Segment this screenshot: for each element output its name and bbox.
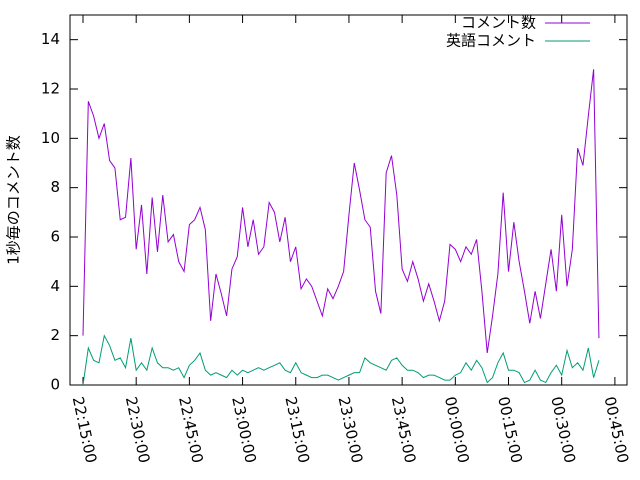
y-tick-label: 2 bbox=[50, 326, 60, 344]
y-tick-label: 14 bbox=[41, 30, 60, 48]
x-tick-label: 22:15:00 bbox=[69, 395, 101, 465]
x-tick-label: 22:30:00 bbox=[122, 395, 154, 465]
x-tick-label: 23:45:00 bbox=[388, 395, 420, 465]
plot-border bbox=[69, 14, 628, 386]
x-tick-label: 23:30:00 bbox=[335, 395, 367, 465]
series-line bbox=[82, 69, 600, 354]
y-tick-label: 0 bbox=[50, 376, 60, 394]
x-tick-label: 23:00:00 bbox=[228, 395, 260, 465]
x-tick-label: 00:45:00 bbox=[601, 395, 633, 465]
y-tick-label: 8 bbox=[50, 178, 60, 196]
legend-label: コメント数 bbox=[461, 14, 536, 32]
y-tick-label: 12 bbox=[41, 80, 60, 98]
y-tick-label: 6 bbox=[50, 228, 60, 246]
x-tick-label: 23:15:00 bbox=[281, 395, 313, 465]
x-tick-label: 00:15:00 bbox=[494, 395, 526, 465]
x-tick-label: 22:45:00 bbox=[175, 395, 207, 465]
y-tick-label: 4 bbox=[50, 277, 60, 295]
y-axis-label: 1秒毎のコメント数 bbox=[5, 135, 23, 265]
x-tick-label: 00:30:00 bbox=[547, 395, 579, 465]
legend-label: 英語コメント bbox=[446, 32, 536, 50]
y-tick-label: 10 bbox=[41, 129, 60, 147]
x-tick-label: 00:00:00 bbox=[441, 395, 473, 465]
series-line bbox=[82, 334, 600, 386]
